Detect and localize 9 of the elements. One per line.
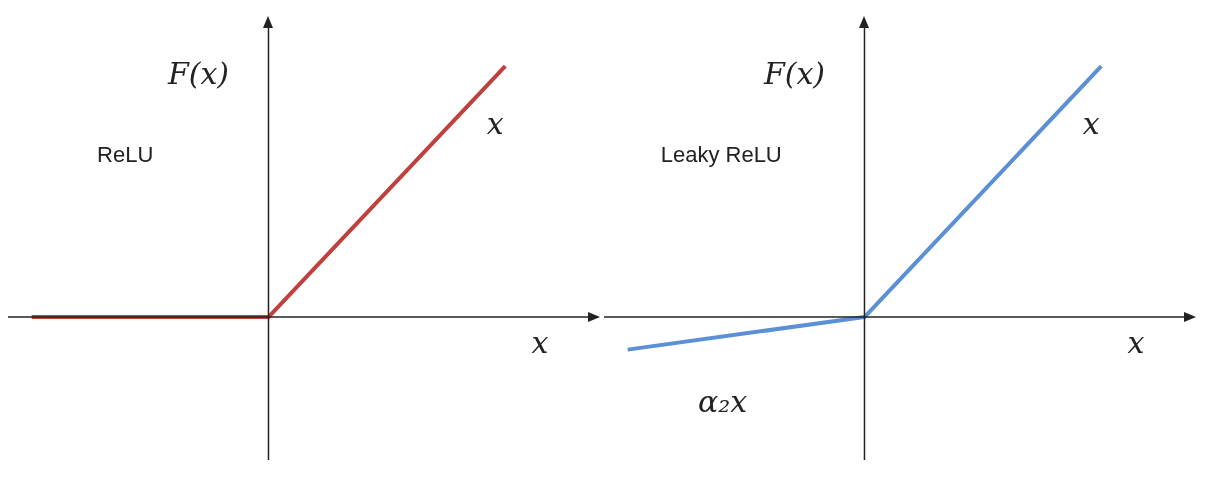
text: Leaky ReLU <box>660 142 782 168</box>
text: ReLU <box>97 142 154 168</box>
annotation: x <box>1082 105 1100 141</box>
y-axis-title: F(x) <box>762 55 826 91</box>
x-axis-title: x <box>531 324 549 360</box>
y-axis-title: F(x) <box>166 55 230 91</box>
annotation: x <box>486 105 504 141</box>
x-axis-title: x <box>1127 324 1145 360</box>
text: α₂x <box>698 384 748 420</box>
